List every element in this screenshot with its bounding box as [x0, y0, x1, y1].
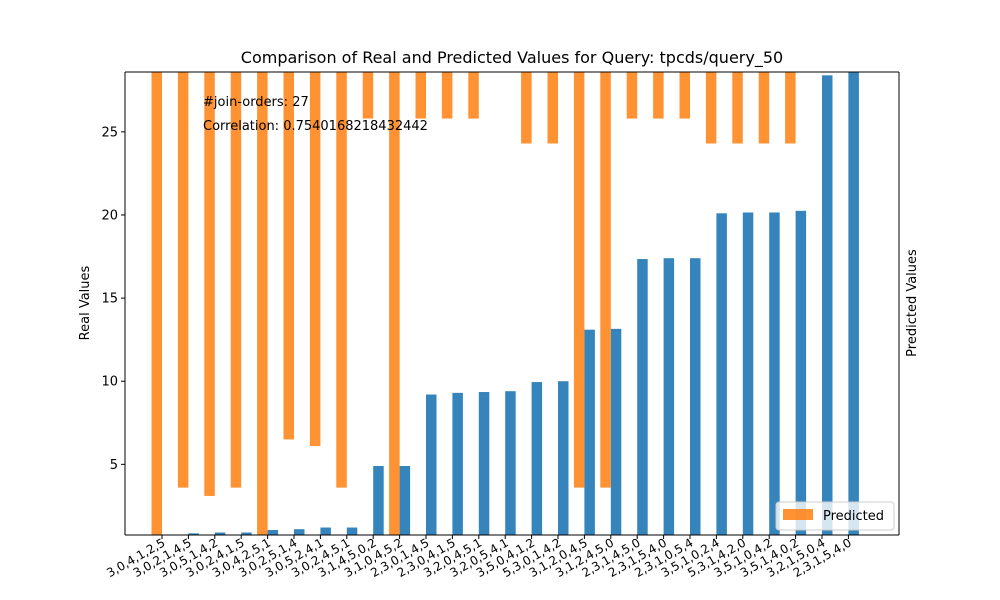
bar-predicted	[547, 72, 558, 144]
bar-real	[373, 466, 384, 535]
y-tick-label: 25	[101, 125, 118, 140]
legend-swatch-predicted	[783, 509, 813, 520]
bar-real	[320, 527, 331, 535]
bar-predicted	[204, 72, 215, 496]
legend-label-predicted: Predicted	[823, 509, 884, 524]
bar-real	[426, 394, 437, 535]
bar-predicted	[283, 72, 294, 440]
bar-predicted	[362, 72, 374, 119]
bar-real	[505, 391, 516, 535]
bar-real	[690, 258, 701, 535]
bar-real	[241, 532, 252, 535]
legend: Predicted	[775, 501, 895, 531]
bar-predicted	[653, 72, 664, 119]
bar-predicted	[758, 72, 770, 144]
bar-real	[267, 530, 279, 535]
bar-real	[637, 259, 648, 535]
predicted-values-series	[151, 72, 796, 535]
bar-real	[848, 72, 859, 535]
plot-frame	[124, 71, 900, 536]
y-tick-label: 10	[101, 375, 118, 390]
bar-predicted	[679, 72, 690, 119]
bar-predicted	[600, 72, 611, 488]
bar-predicted	[309, 72, 321, 447]
real-values-series	[188, 72, 859, 536]
bar-real	[452, 392, 463, 535]
y-tick-label: 15	[101, 292, 118, 307]
bar-real	[742, 212, 754, 535]
bar-real	[188, 533, 199, 535]
chart-title: Comparison of Real and Predicted Values …	[241, 48, 783, 68]
x-axis-ticks: 3,0,4,1,2,53,0,2,1,4,53,0,5,1,4,23,0,2,4…	[104, 535, 854, 580]
bar-predicted	[732, 72, 743, 144]
bar-real	[478, 392, 490, 535]
bar-real	[558, 381, 569, 535]
bar-predicted	[230, 72, 242, 488]
bar-predicted	[415, 72, 426, 119]
bar-real	[769, 212, 780, 535]
bar-real	[214, 532, 226, 535]
y-axis-ticks: 5 10 15 20 25	[101, 125, 125, 473]
bar-predicted	[705, 72, 717, 144]
bar-predicted	[441, 72, 453, 119]
y-axis-label-right: Predicted Values	[905, 249, 920, 357]
bar-real	[822, 75, 833, 536]
bar-real	[346, 527, 358, 535]
bar-real	[584, 329, 595, 535]
bar-real	[399, 466, 411, 535]
bar-predicted	[336, 72, 347, 488]
y-tick-label: 20	[101, 208, 118, 223]
bar-real	[531, 382, 543, 535]
annotation-join-orders: #join-orders: 27	[203, 95, 309, 110]
bar-real	[716, 213, 727, 535]
bar-real	[663, 258, 675, 535]
bar-predicted	[151, 72, 162, 535]
bar-real	[795, 210, 807, 535]
bar-predicted	[177, 72, 189, 488]
bar-real	[294, 529, 305, 535]
annotation-correlation: Correlation: 0.7540168218432442	[203, 119, 428, 134]
bar-predicted	[521, 72, 532, 144]
bar-predicted	[389, 72, 400, 535]
bar-predicted	[626, 72, 638, 119]
bar-predicted	[257, 72, 268, 535]
y-tick-label: 5	[110, 458, 118, 473]
y-axis-label-left: Real Values	[78, 265, 93, 340]
bar-predicted	[468, 72, 479, 119]
bar-real	[610, 328, 622, 535]
bar-predicted	[573, 72, 585, 488]
bar-predicted	[785, 72, 796, 144]
